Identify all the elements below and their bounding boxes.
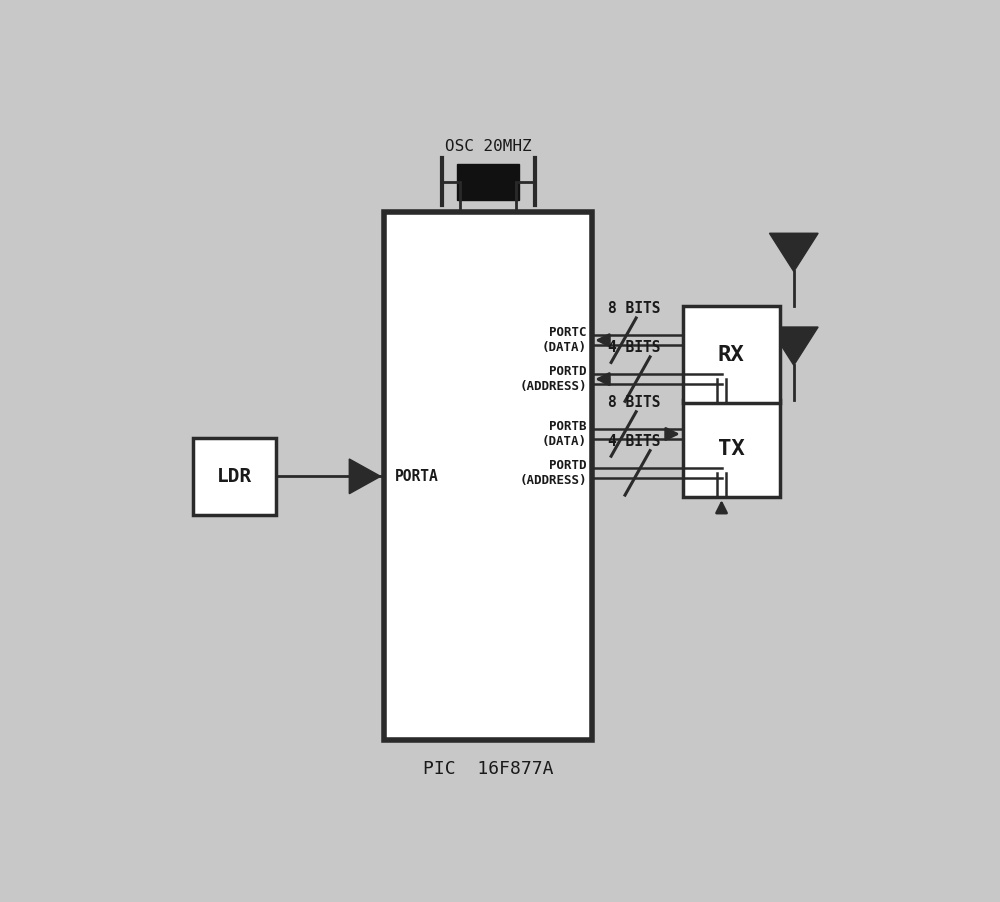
Text: LDR: LDR (217, 467, 252, 486)
Bar (384, 213, 592, 741)
Bar (457, 164, 519, 200)
Text: PIC  16F877A: PIC 16F877A (423, 760, 553, 778)
Text: 4 BITS: 4 BITS (608, 434, 660, 449)
Polygon shape (769, 234, 818, 272)
Polygon shape (349, 459, 381, 493)
Bar (683, 306, 780, 403)
Text: 8 BITS: 8 BITS (608, 395, 660, 410)
Text: PORTD
(ADDRESS): PORTD (ADDRESS) (519, 459, 587, 487)
Text: TX: TX (718, 438, 745, 458)
Polygon shape (769, 327, 818, 365)
Text: 8 BITS: 8 BITS (608, 301, 660, 317)
Text: 4 BITS: 4 BITS (608, 340, 660, 355)
Text: PORTD
(ADDRESS): PORTD (ADDRESS) (519, 365, 587, 393)
Text: PORTA: PORTA (394, 469, 438, 483)
Text: OSC 20MHZ: OSC 20MHZ (445, 139, 532, 154)
Bar (683, 400, 780, 497)
Bar (193, 438, 276, 514)
Text: PORTB
(DATA): PORTB (DATA) (542, 420, 587, 448)
Text: RX: RX (718, 345, 745, 364)
Text: PORTC
(DATA): PORTC (DATA) (542, 327, 587, 354)
